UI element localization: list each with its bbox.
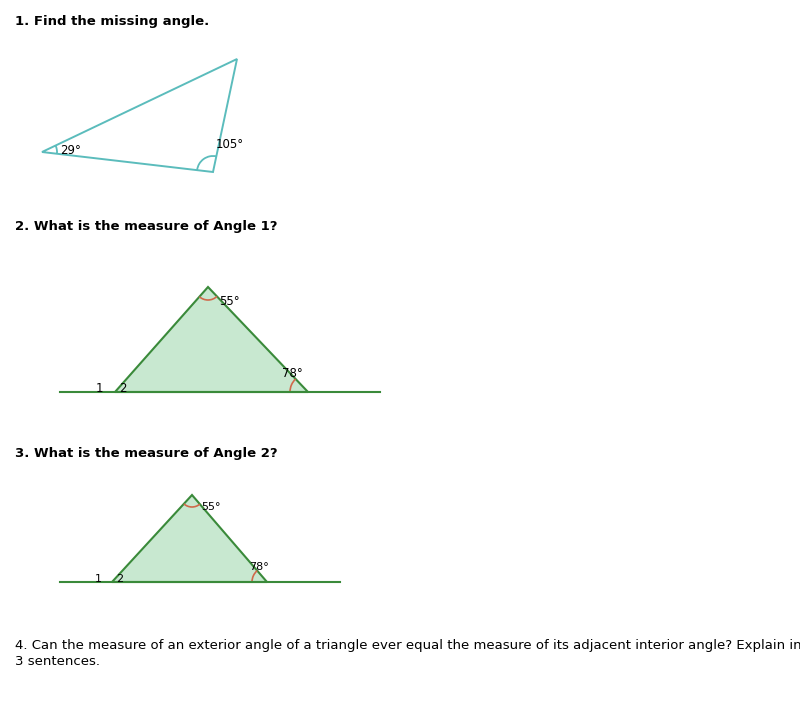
Text: 3. What is the measure of Angle 2?: 3. What is the measure of Angle 2?: [15, 447, 278, 460]
Text: 29°: 29°: [60, 144, 81, 156]
Text: 1: 1: [94, 574, 102, 584]
Text: 55°: 55°: [201, 502, 221, 512]
Text: 1. Find the missing angle.: 1. Find the missing angle.: [15, 15, 210, 28]
Polygon shape: [115, 287, 308, 392]
Text: 1: 1: [95, 382, 102, 395]
Polygon shape: [112, 495, 267, 582]
Text: 78°: 78°: [282, 367, 302, 380]
Text: 4. Can the measure of an exterior angle of a triangle ever equal the measure of : 4. Can the measure of an exterior angle …: [15, 639, 800, 652]
Text: 105°: 105°: [216, 138, 244, 151]
Text: 2. What is the measure of Angle 1?: 2. What is the measure of Angle 1?: [15, 220, 278, 233]
Text: 55°: 55°: [219, 295, 240, 308]
Text: 78°: 78°: [249, 562, 269, 572]
Text: 2: 2: [119, 382, 126, 395]
Text: 2: 2: [117, 574, 123, 584]
Text: 3 sentences.: 3 sentences.: [15, 655, 100, 668]
